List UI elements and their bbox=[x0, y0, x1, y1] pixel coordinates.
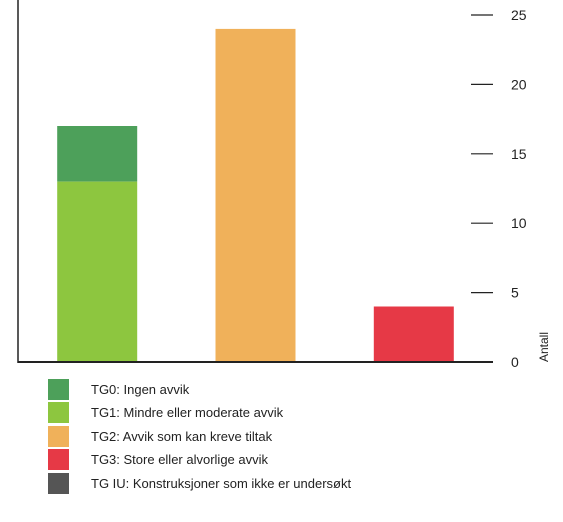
bar-3-series-3 bbox=[373, 306, 454, 362]
legend-label: TG IU: Konstruksjoner som ikke er unders… bbox=[91, 475, 352, 491]
legend-swatch bbox=[48, 425, 69, 447]
legend-item: TG0: Ingen avvik bbox=[48, 378, 351, 400]
legend-swatch bbox=[48, 402, 69, 423]
legend-label: TG1: Mindre eller moderate avvik bbox=[91, 405, 284, 420]
y-tick-label: 15 bbox=[511, 146, 527, 162]
legend-label: TG0: Ingen avvik bbox=[91, 381, 190, 397]
y-tick-label: 20 bbox=[511, 76, 527, 92]
legend-label: TG3: Store eller alvorlige avvik bbox=[91, 452, 269, 467]
legend-swatch bbox=[48, 378, 69, 400]
bar-1-series-1 bbox=[57, 181, 138, 362]
y-tick-label: 25 bbox=[511, 7, 527, 23]
bar-chart: 0 5 10 15 20 25 Antall bbox=[17, 0, 551, 370]
legend-swatch bbox=[48, 449, 69, 470]
y-axis-title: Antall bbox=[537, 332, 551, 362]
legend-item: TG IU: Konstruksjoner som ikke er unders… bbox=[48, 472, 351, 494]
y-tick-label: 5 bbox=[511, 285, 519, 301]
y-tick-label: 0 bbox=[511, 354, 519, 370]
y-tick-label: 10 bbox=[511, 215, 527, 231]
legend-item: TG3: Store eller alvorlige avvik bbox=[48, 449, 351, 471]
chart-legend: TG0: Ingen avvik TG1: Mindre eller modera… bbox=[48, 378, 351, 496]
axes-group: 0 5 10 15 20 25 bbox=[17, 0, 527, 370]
legend-label: TG2: Avvik som kan kreve tiltak bbox=[91, 428, 273, 444]
bar-1-series-0 bbox=[57, 126, 138, 182]
legend-item: TG1: Mindre eller moderate avvik bbox=[48, 402, 351, 424]
bar-2-series-2 bbox=[215, 28, 296, 363]
bars-group bbox=[57, 28, 454, 363]
legend-item: TG2: Avvik som kan kreve tiltak bbox=[48, 425, 351, 447]
legend-swatch bbox=[48, 472, 69, 494]
